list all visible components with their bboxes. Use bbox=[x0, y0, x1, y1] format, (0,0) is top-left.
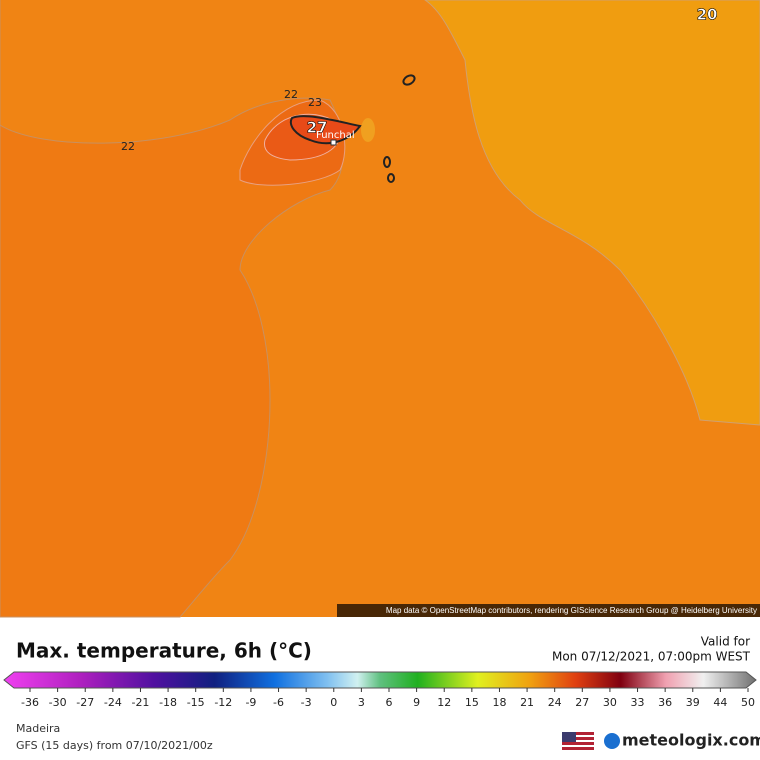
tick-label: -15 bbox=[187, 696, 205, 709]
contour-label: 27 bbox=[307, 119, 328, 137]
valid-label: Valid for bbox=[701, 635, 750, 649]
tick-label: 50 bbox=[741, 696, 755, 709]
tick-label: 44 bbox=[713, 696, 727, 709]
tick-label: -18 bbox=[159, 696, 177, 709]
tick-label: 6 bbox=[386, 696, 393, 709]
tick-label: 36 bbox=[658, 696, 672, 709]
island-desertas bbox=[383, 156, 391, 168]
title: Max. temperature, 6h (°C) bbox=[16, 639, 312, 663]
tick-label: 12 bbox=[437, 696, 451, 709]
logo bbox=[604, 733, 620, 749]
contour-label: 22 bbox=[284, 88, 298, 101]
tick-label: 39 bbox=[686, 696, 700, 709]
tick-label: 0 bbox=[330, 696, 337, 709]
island-madeira bbox=[290, 115, 362, 145]
city-marker bbox=[330, 139, 337, 146]
map: 20 22 22 23 27 Funchal Map data © OpenSt… bbox=[0, 0, 760, 618]
attribution: Map data © OpenStreetMap contributors, r… bbox=[386, 606, 757, 615]
tick-label: -24 bbox=[104, 696, 122, 709]
region: Madeira bbox=[16, 722, 60, 735]
tick-label: 21 bbox=[520, 696, 534, 709]
tick-label: 18 bbox=[492, 696, 506, 709]
patch bbox=[361, 118, 375, 142]
tick-label: 9 bbox=[413, 696, 420, 709]
island-desertas bbox=[387, 173, 395, 183]
flag bbox=[562, 732, 594, 750]
contour-label: 20 bbox=[697, 6, 718, 24]
tick-label: -30 bbox=[49, 696, 67, 709]
tick-label: -27 bbox=[76, 696, 94, 709]
place-label: Funchal bbox=[316, 130, 355, 141]
tick-label: -9 bbox=[245, 696, 256, 709]
tick-label: 24 bbox=[548, 696, 562, 709]
attribution-bg bbox=[337, 604, 760, 617]
valid-time: Mon 07/12/2021, 07:00pm WEST bbox=[552, 650, 751, 664]
island-porto-santo bbox=[402, 74, 416, 86]
contour-label: 22 bbox=[121, 140, 135, 153]
legend: Max. temperature, 6h (°C) Valid for Mon … bbox=[3, 635, 757, 709]
region-right bbox=[424, 0, 760, 426]
tick-label: -12 bbox=[214, 696, 232, 709]
tick-label: -6 bbox=[273, 696, 284, 709]
tick-label: 33 bbox=[631, 696, 645, 709]
tick-label: 27 bbox=[575, 696, 589, 709]
tick-label: -21 bbox=[131, 696, 149, 709]
tick-label: 15 bbox=[465, 696, 479, 709]
tick-label: -3 bbox=[301, 696, 312, 709]
brand[interactable]: meteologix.com bbox=[622, 731, 760, 750]
color-bar bbox=[3, 671, 757, 689]
tick-label: -36 bbox=[21, 696, 39, 709]
model: GFS (15 days) from 07/10/2021/00z bbox=[16, 739, 213, 752]
tick-label: 30 bbox=[603, 696, 617, 709]
tick-label: 3 bbox=[358, 696, 365, 709]
contour-label: 23 bbox=[308, 96, 322, 109]
